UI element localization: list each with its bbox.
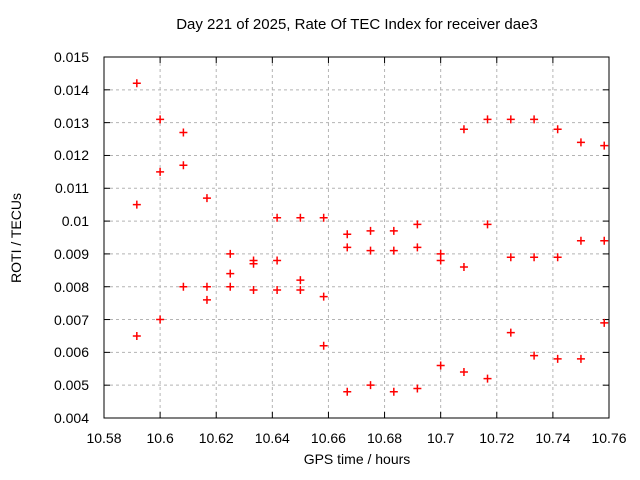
data-point	[366, 226, 375, 235]
x-tick-label: 10.7	[427, 430, 455, 446]
y-tick-label: 0.014	[53, 81, 89, 98]
data-point	[600, 141, 609, 150]
x-tick-label: 10.58	[86, 430, 122, 446]
data-point	[530, 351, 539, 360]
data-point	[319, 341, 328, 350]
y-tick-label: 0.006	[53, 344, 89, 361]
data-point	[413, 384, 422, 393]
data-point	[530, 115, 539, 124]
data-point	[530, 253, 539, 262]
data-point	[553, 354, 562, 363]
data-point	[132, 200, 141, 209]
y-tick-label: 0.015	[53, 49, 89, 65]
data-point	[413, 243, 422, 252]
data-point	[156, 315, 165, 324]
x-tick-label: 10.62	[198, 430, 234, 446]
data-point	[132, 331, 141, 340]
data-point	[483, 115, 492, 124]
data-point	[249, 259, 258, 268]
data-point	[366, 381, 375, 390]
y-tick-label: 0.012	[53, 147, 89, 164]
data-point	[343, 230, 352, 239]
data-point	[273, 213, 282, 222]
data-point	[483, 220, 492, 229]
data-point	[343, 243, 352, 252]
data-point	[459, 263, 468, 272]
x-tick-label: 10.64	[254, 430, 290, 446]
data-point	[296, 276, 305, 285]
x-tick-label: 10.68	[367, 430, 403, 446]
plot-border	[103, 56, 610, 419]
data-point	[576, 354, 585, 363]
data-point	[156, 167, 165, 176]
data-point	[249, 286, 258, 295]
y-tick-label: 0.01	[61, 213, 89, 230]
data-point	[343, 387, 352, 396]
y-tick-label: 0.013	[53, 114, 89, 131]
data-point	[226, 249, 235, 258]
x-tick-label: 10.66	[310, 430, 346, 446]
x-tick-label: 10.72	[479, 430, 515, 446]
data-point	[389, 387, 398, 396]
y-tick-label: 0.007	[53, 311, 89, 328]
data-point	[202, 282, 211, 291]
data-point	[179, 161, 188, 170]
data-point	[576, 138, 585, 147]
data-point	[389, 246, 398, 255]
y-tick-label: 0.009	[53, 245, 89, 262]
data-point	[389, 226, 398, 235]
data-point	[179, 282, 188, 291]
data-point	[459, 125, 468, 134]
y-tick-label: 0.004	[53, 410, 89, 426]
data-point	[506, 253, 515, 262]
data-point	[506, 328, 515, 337]
chart-title: Day 221 of 2025, Rate Of TEC Index for r…	[176, 16, 538, 33]
y-tick-label: 0.011	[55, 180, 89, 197]
data-point	[296, 213, 305, 222]
y-tick-label: 0.008	[53, 278, 89, 295]
data-point	[576, 236, 585, 245]
data-point	[600, 236, 609, 245]
data-point	[483, 374, 492, 383]
x-axis-title: GPS time / hours	[303, 451, 411, 467]
data-point	[553, 253, 562, 262]
data-point	[553, 125, 562, 134]
x-tick-label: 10.6	[146, 430, 174, 446]
data-point	[202, 194, 211, 203]
y-tick-label: 0.005	[53, 377, 89, 394]
data-point	[319, 213, 328, 222]
data-point	[179, 128, 188, 137]
data-point	[506, 115, 515, 124]
data-point	[366, 246, 375, 255]
data-point	[156, 115, 165, 124]
data-point	[319, 292, 328, 301]
data-point	[413, 220, 422, 229]
data-point	[226, 269, 235, 278]
data-point	[202, 295, 211, 304]
x-tick-label: 10.74	[535, 430, 571, 446]
data-point	[132, 79, 141, 88]
data-point	[600, 318, 609, 327]
data-point	[273, 256, 282, 265]
data-point	[296, 286, 305, 295]
data-point	[459, 368, 468, 377]
data-point	[226, 282, 235, 291]
data-point	[436, 361, 445, 370]
x-tick-label: 10.76	[591, 430, 627, 446]
data-point	[436, 256, 445, 265]
data-point	[273, 286, 282, 295]
